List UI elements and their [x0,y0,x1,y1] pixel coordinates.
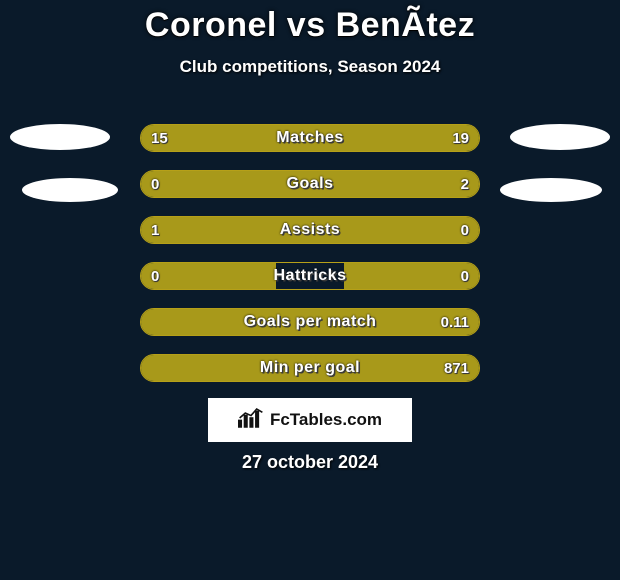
comparison-bars: Matches1519Goals02Assists10Hattricks00Go… [140,124,480,400]
title-vs: vs [287,6,326,44]
avatar-ellipse [500,178,602,202]
title-player2: BenÃ­tez [336,6,476,44]
stat-value-right: 0 [461,217,469,243]
stat-value-right: 19 [452,125,469,151]
stat-row: Assists1 0 [140,216,480,244]
avatar-ellipse [22,178,118,202]
branding-badge: FcTables.com [208,398,412,442]
stat-value-right: 871 [444,355,469,381]
stat-label: Assists [141,217,479,243]
stat-label: Matches [141,125,479,151]
stat-row: Min per goal871 [140,354,480,382]
stat-label: Min per goal [141,355,479,381]
stat-value-right: 0.11 [441,309,469,335]
page-title: Coronel vs BenÃ­tez [0,0,620,45]
stat-label: Goals [141,171,479,197]
stat-label: Hattricks [141,263,479,289]
stat-value-left: 15 [151,125,168,151]
stat-value-right: 2 [461,171,469,197]
stat-row: Goals per match0.11 [140,308,480,336]
title-player1: Coronel [145,6,277,44]
stat-value-left: 0 [151,171,159,197]
stat-row: Hattricks0 0 [140,262,480,290]
avatar-ellipse [510,124,610,150]
stat-label: Goals per match [141,309,479,335]
stat-value-left: 0 [151,263,159,289]
stat-row: Goals0 2 [140,170,480,198]
branding-text: FcTables.com [270,410,382,430]
stat-value-left: 1 [151,217,159,243]
stat-value-right: 0 [461,263,469,289]
subtitle: Club competitions, Season 2024 [0,57,620,77]
date-label: 27 october 2024 [0,452,620,473]
bars-icon [238,408,264,433]
avatar-ellipse [10,124,110,150]
stat-row: Matches15 19 [140,124,480,152]
